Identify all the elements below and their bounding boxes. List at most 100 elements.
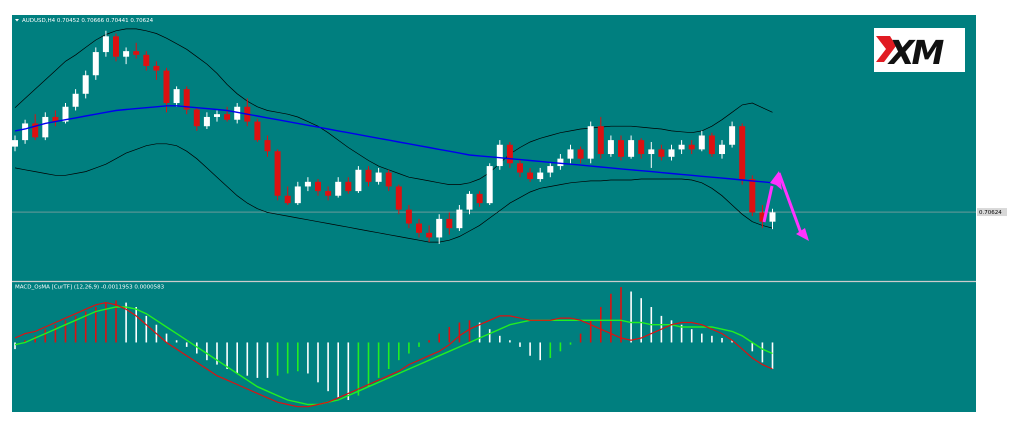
bull-candle-body	[587, 126, 594, 159]
bull-candle-body	[567, 149, 574, 159]
bear-candle-body	[395, 186, 402, 210]
time-tick-label: 20 Oct 00:00	[415, 417, 451, 423]
bull-candle-body	[719, 144, 725, 155]
xm-logo: XM	[874, 28, 965, 72]
price-tick-label: 0.72730	[982, 15, 1005, 21]
price-tick-label: 0.71320	[982, 146, 1005, 152]
time-tick-label: 26 Oct 12:00	[649, 417, 685, 423]
bear-candle-body	[385, 172, 392, 187]
xm-logo-mark	[876, 36, 896, 62]
dropdown-triangle-icon[interactable]	[15, 19, 19, 22]
time-tick-label: 21 Oct 08:00	[482, 417, 518, 423]
bear-candle-body	[527, 172, 534, 180]
bull-candle-body	[12, 140, 18, 147]
bear-candle-body	[254, 121, 261, 141]
time-tick-label: 12 Oct 16:00	[148, 417, 184, 423]
time-tick-label: 28 Oct 12:00	[749, 417, 785, 423]
bear-candle-body	[315, 181, 321, 192]
bull-candle-body	[537, 172, 544, 180]
price-tick-label: 0.70515	[982, 220, 1005, 226]
bull-candle-body	[72, 93, 79, 107]
lower-band-line	[14, 143, 773, 243]
bear-candle-body	[153, 65, 160, 71]
time-tick-label: 16 Oct 00:00	[315, 417, 351, 423]
time-tick-label: 22 Oct 00:00	[515, 417, 551, 423]
current-price-label: 0.70624	[979, 210, 1002, 216]
time-tick-label: 15 Oct 08:00	[281, 417, 317, 423]
bear-candle-body	[446, 218, 453, 229]
price-tick-label: 0.71925	[982, 89, 1005, 95]
bull-candle-body	[698, 135, 705, 150]
bull-candle-body	[466, 193, 473, 210]
indicator-title: MACD_OsMA [CurTF] (12,26,9) -0.0011953 0…	[15, 285, 165, 291]
time-tick-label: 9 Oct 08:00	[81, 417, 114, 423]
time-tick-label: 8 Oct 2020	[14, 417, 45, 423]
price-tick-label: 0.70315	[982, 239, 1005, 245]
time-tick-label: 23 Oct 08:00	[582, 417, 618, 423]
price-tick-label: 0.72325	[982, 52, 1005, 58]
candlestick-series	[12, 30, 776, 244]
bull-candle-body	[82, 75, 89, 94]
bull-candle-body	[355, 169, 362, 192]
arrow-head-down-icon	[796, 228, 809, 241]
bull-candle-body	[456, 209, 463, 229]
bear-candle-body	[749, 179, 756, 213]
bull-candle-body	[648, 149, 655, 155]
bear-candle-body	[517, 163, 523, 173]
macd-line	[14, 301, 773, 408]
ma-line	[14, 105, 773, 184]
bull-candle-body	[304, 181, 311, 187]
bull-candle-body	[335, 181, 342, 196]
time-tick-label: 22 Oct 16:00	[548, 417, 584, 423]
indicator-axis: 0.00264 0.00 -0.00305	[976, 282, 1007, 414]
bull-candle-body	[678, 144, 685, 150]
bull-candle-body	[668, 149, 675, 157]
signal-line	[14, 306, 773, 406]
bull-candle-body	[42, 116, 49, 138]
bear-candle-body	[426, 232, 433, 238]
bear-candle-body	[506, 144, 513, 164]
bear-candle-body	[405, 209, 412, 224]
time-tick-label: 16 Oct 16:00	[348, 417, 384, 423]
arrow-up-leg	[762, 185, 774, 223]
bear-candle-body	[476, 193, 483, 204]
bear-candle-body	[113, 36, 119, 57]
price-tick-label: 0.70920	[982, 183, 1005, 189]
forecast-arrow	[762, 171, 809, 241]
bear-candle-body	[688, 144, 695, 150]
time-tick-label: 20 Oct 16:00	[448, 417, 484, 423]
bear-candle-body	[759, 212, 766, 222]
time-tick-label: 12 Oct 00:00	[114, 417, 150, 423]
price-tick-label: 0.72125	[982, 71, 1005, 77]
bear-candle-body	[365, 169, 372, 182]
arrow-down-leg	[777, 172, 804, 237]
bull-candle-body	[375, 172, 382, 182]
price-panel-bg	[12, 15, 976, 281]
moving-average	[14, 105, 773, 184]
bear-candle-body	[52, 116, 59, 122]
bear-candle-body	[658, 149, 665, 157]
bull-candle-body	[294, 186, 301, 204]
bull-candle-body	[22, 123, 29, 141]
bear-candle-body	[638, 140, 645, 155]
bull-candle-body	[486, 166, 493, 204]
bear-candle-body	[274, 151, 281, 196]
header-symbol: AUDUSD,H4 0.70452 0.70666 0.70441 0.7062…	[15, 18, 154, 24]
price-tick-label: 0.71120	[982, 164, 1005, 170]
indicator-tick-label: -0.00305	[982, 408, 1007, 414]
current-price-marker: 0.70624	[977, 208, 1007, 217]
bear-candle-body	[133, 51, 140, 55]
indicator-tick-label: 0.00264	[982, 282, 1005, 288]
upper-band-line	[14, 28, 773, 185]
bull-candle-body	[102, 36, 109, 53]
time-tick-label: 19 Oct 08:00	[381, 417, 417, 423]
price-tick-label: 0.71520	[982, 127, 1005, 133]
indicator-tick-label: 0.00	[982, 340, 995, 346]
time-tick-label: 13 Oct 08:00	[181, 417, 217, 423]
bear-candle-body	[416, 223, 422, 233]
time-tick-label: 23 Oct 23:00	[615, 417, 651, 423]
price-tick-label: 0.69915	[982, 276, 1005, 282]
bull-candle-body	[436, 218, 443, 238]
bull-candle-body	[92, 52, 99, 76]
